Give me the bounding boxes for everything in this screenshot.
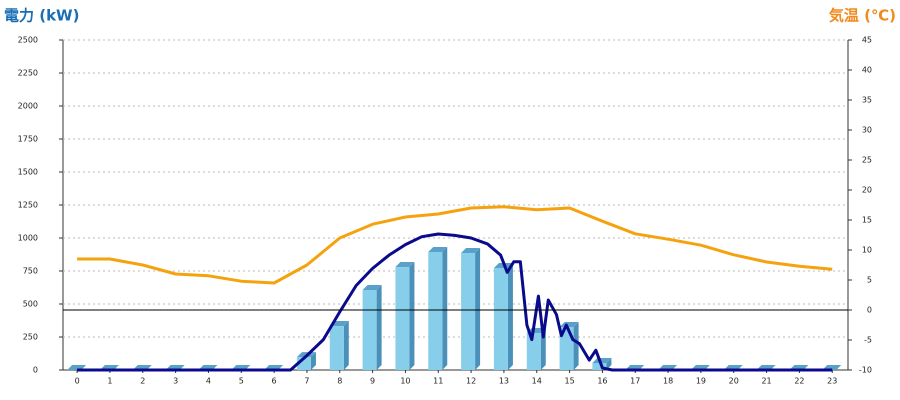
bar-side <box>442 246 448 370</box>
line <box>77 232 833 372</box>
bar <box>559 326 574 370</box>
bar-top <box>428 246 448 252</box>
bar <box>395 267 410 370</box>
x-tick-label: 0 <box>75 377 80 386</box>
y-tick-label: 1250 <box>18 201 38 210</box>
y2-tick-label: 5 <box>867 276 872 285</box>
y-tick-label: 500 <box>23 300 38 309</box>
x-tick-label: 7 <box>304 377 309 386</box>
y2-tick-label: 30 <box>862 126 872 135</box>
y-tick-label: 2500 <box>18 36 38 45</box>
y2-tick-label: -10 <box>859 366 872 375</box>
bar-side <box>573 321 579 370</box>
y-tick-label: 0 <box>33 366 38 375</box>
x-tick-label: 5 <box>239 377 244 386</box>
y-tick-label: 1500 <box>18 168 38 177</box>
bar <box>461 253 476 370</box>
bar <box>362 290 377 370</box>
bar <box>592 363 607 370</box>
y2-tick-label: -5 <box>864 336 872 345</box>
y-tick-label: 2000 <box>18 102 38 111</box>
x-tick-label: 2 <box>140 377 145 386</box>
bar <box>428 251 443 370</box>
x-tick-label: 16 <box>597 377 607 386</box>
bar-side <box>343 321 349 370</box>
bar-side <box>540 328 546 370</box>
x-tick-label: 9 <box>370 377 375 386</box>
x-tick-label: 4 <box>206 377 211 386</box>
y2-tick-label: 25 <box>862 156 872 165</box>
x-tick-label: 11 <box>433 377 443 386</box>
x-tick-label: 19 <box>696 377 706 386</box>
y-tick-label: 1000 <box>18 234 38 243</box>
y-tick-label: 250 <box>23 333 38 342</box>
x-tick-label: 3 <box>173 377 178 386</box>
y2-tick-label: 20 <box>862 186 872 195</box>
bar <box>526 333 541 370</box>
bar-side <box>475 248 481 370</box>
bar <box>493 267 508 370</box>
y2-tick-label: 35 <box>862 96 872 105</box>
y2-tick-label: 10 <box>862 246 872 255</box>
bar-side <box>409 262 415 370</box>
bar-side <box>376 285 382 370</box>
y-tick-label: 750 <box>23 267 38 276</box>
y2-tick-label: 40 <box>862 66 872 75</box>
y2-tick-label: 0 <box>867 306 872 315</box>
bar-top <box>461 248 481 254</box>
y2-tick-label: 45 <box>862 36 872 45</box>
y-tick-label: 2250 <box>18 69 38 78</box>
y-axis-title: 電力 (kW) <box>4 7 79 25</box>
bar-top <box>395 262 415 268</box>
x-tick-label: 20 <box>729 377 739 386</box>
x-tick-label: 14 <box>532 377 542 386</box>
line <box>77 205 833 285</box>
x-tick-label: 8 <box>337 377 342 386</box>
x-tick-label: 12 <box>466 377 476 386</box>
x-tick-label: 21 <box>761 377 771 386</box>
y2-axis-title: 気温 (℃) <box>829 7 896 25</box>
x-tick-label: 6 <box>272 377 277 386</box>
bar-top <box>362 285 382 291</box>
x-tick-label: 17 <box>630 377 640 386</box>
x-tick-label: 18 <box>663 377 673 386</box>
bar-side <box>507 262 513 370</box>
bar-top <box>592 358 612 364</box>
x-tick-label: 13 <box>499 377 509 386</box>
y2-tick-label: 15 <box>862 216 872 225</box>
x-tick-label: 23 <box>827 377 837 386</box>
x-tick-label: 22 <box>794 377 804 386</box>
x-tick-label: 1 <box>107 377 112 386</box>
x-tick-label: 10 <box>400 377 410 386</box>
bar-side <box>310 352 316 370</box>
x-tick-label: 15 <box>564 377 574 386</box>
y-tick-label: 1750 <box>18 135 38 144</box>
bar <box>329 326 344 370</box>
bar-side <box>606 358 612 370</box>
bar-top <box>559 321 579 327</box>
